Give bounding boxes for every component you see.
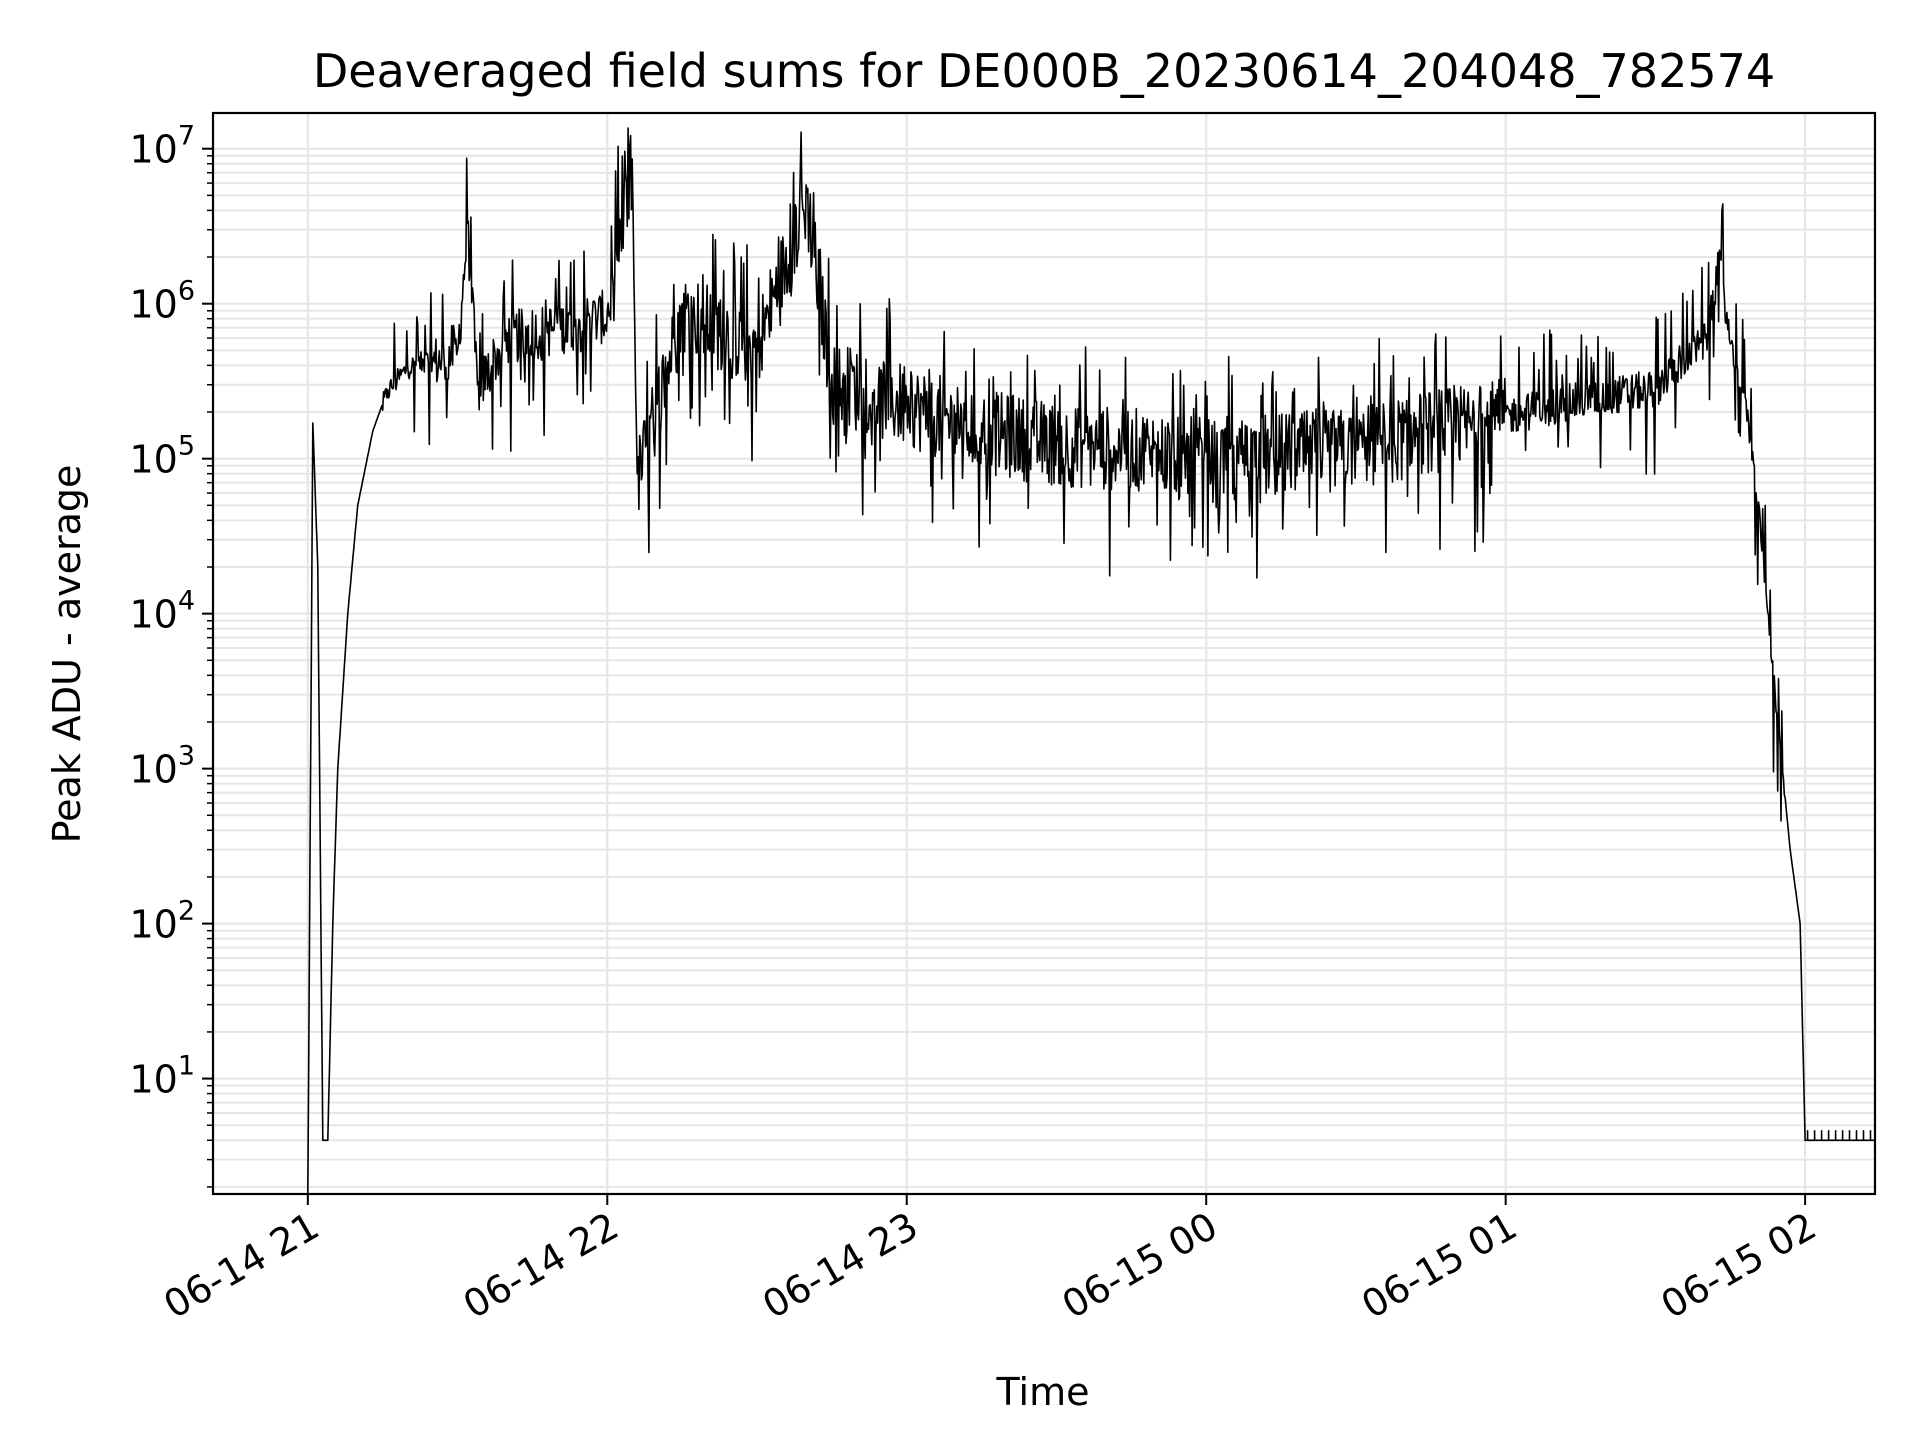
plot-area [307,127,1875,1194]
chart-title: Deaveraged field sums for DE000B_2023061… [313,44,1775,98]
y-axis-label: Peak ADU - average [45,465,89,844]
x-axis-label: Time [996,1370,1090,1414]
y-tick-label: 107 [129,121,195,172]
y-tick-label: 106 [129,276,195,327]
y-axis: 101 102 103 104 105 106 107 [129,121,213,1188]
y-tick-label: 102 [129,896,195,947]
y-tick-label: 101 [129,1051,195,1102]
y-tick-label: 105 [129,431,195,482]
plot-frame [211,111,1877,1196]
series-line [307,127,1875,1194]
y-tick-label: 104 [129,586,195,637]
y-tick-label: 103 [129,741,195,792]
